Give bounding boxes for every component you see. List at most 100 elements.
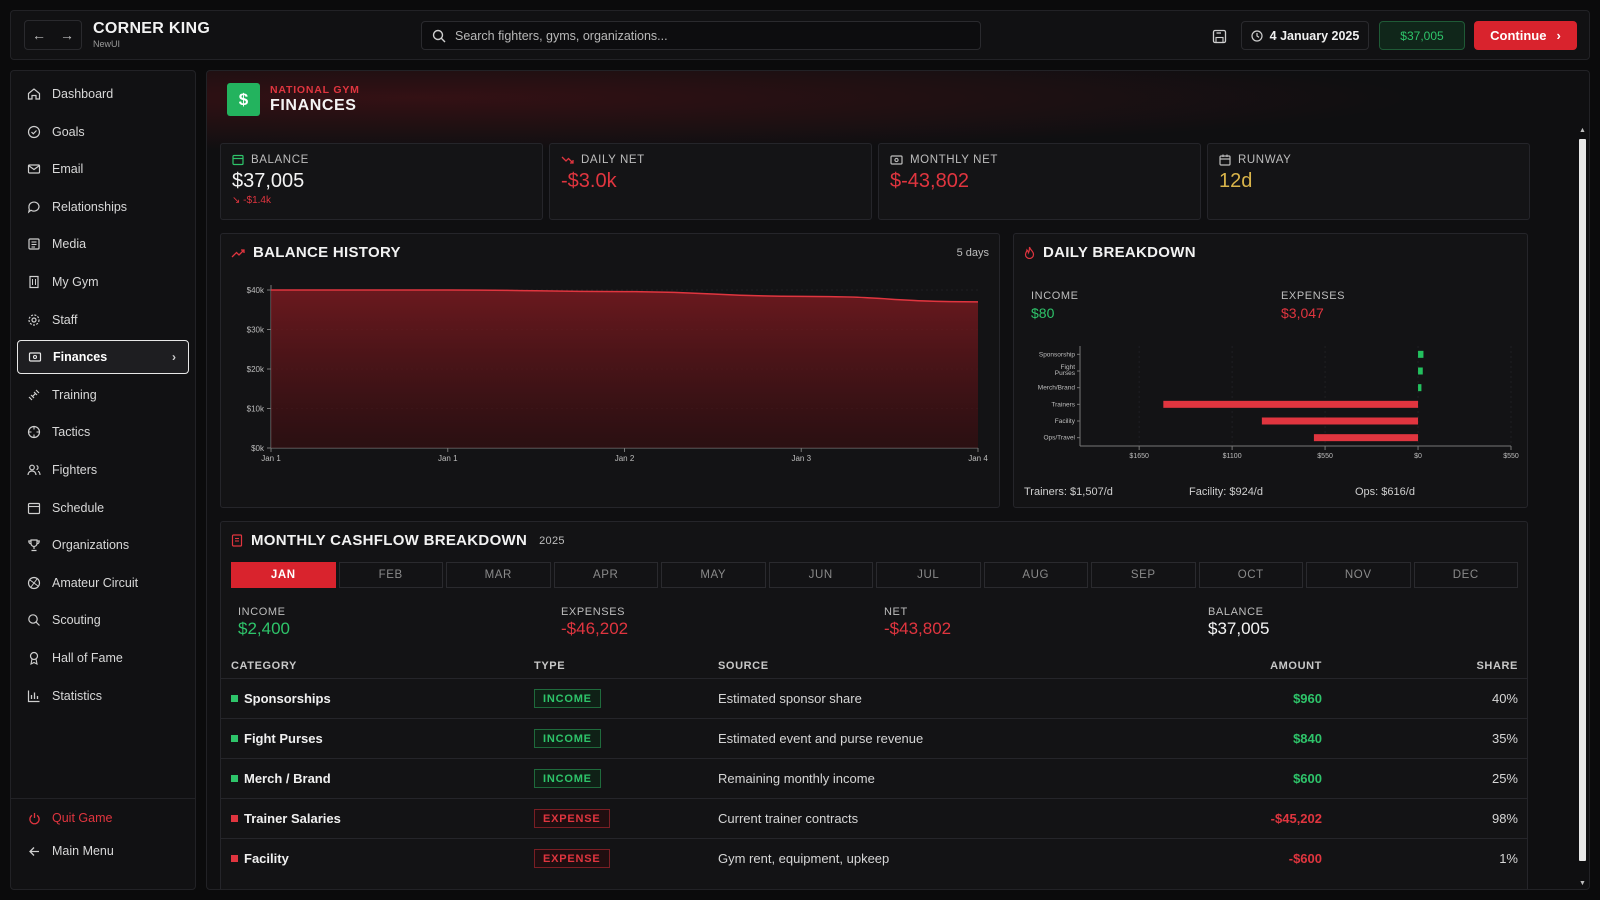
daily-net-value: -$3.0k (561, 170, 617, 192)
tab-jul[interactable]: JUL (876, 562, 981, 588)
sidebar-item-fighters[interactable]: Fighters (17, 453, 189, 487)
sidebar-item-tactics[interactable]: Tactics (17, 415, 189, 449)
category-cell: Fight Purses (231, 731, 323, 746)
sidebar: Dashboard Goals Email Relationships Media My … (10, 70, 196, 890)
month-income-value: $2,400 (238, 619, 290, 638)
tab-feb[interactable]: FEB (338, 562, 443, 588)
table-row[interactable]: Sponsorships INCOME Estimated sponsor shar… (221, 678, 1528, 718)
sidebar-item-dashboard[interactable]: Dashboard (17, 77, 189, 111)
banknote-icon (890, 155, 903, 165)
scroll-down-icon[interactable]: ▼ (1579, 880, 1586, 887)
dumbbell-icon (27, 388, 41, 402)
x-tick-label: Jan 3 (791, 454, 811, 463)
quit-game-button[interactable]: Quit Game (17, 801, 189, 835)
daily-breakdown-chart: $1650 $1100 $550 $0 $550 Sponsorship FightPurs… (1038, 346, 1519, 460)
sidebar-item-amateur-circuit[interactable]: Amateur Circuit (17, 566, 189, 600)
col-category: CATEGORY (231, 660, 297, 672)
daily-income-label: INCOME (1031, 290, 1079, 302)
balance-value: $37,005 (232, 170, 305, 192)
range-label: 5 days (956, 247, 989, 259)
sidebar-item-schedule[interactable]: Schedule (17, 491, 189, 525)
sidebar-item-label: Organizations (52, 538, 130, 553)
award-icon (27, 651, 41, 665)
sidebar-item-media[interactable]: Media (17, 227, 189, 261)
tab-aug[interactable]: AUG (983, 562, 1088, 588)
category-color-swatch (231, 775, 238, 782)
balance-badge: $37,005 (1379, 21, 1465, 50)
category-color-swatch (231, 815, 238, 822)
home-icon (27, 87, 41, 101)
main-menu-button[interactable]: Main Menu (17, 834, 189, 868)
main-scrollbar[interactable]: ▲ ▼ (1577, 127, 1587, 887)
search-input[interactable] (455, 28, 955, 43)
sidebar-item-finances[interactable]: Finances › (17, 340, 189, 375)
sidebar-item-relationships[interactable]: Relationships (17, 190, 189, 224)
daily-breakdown-panel: DAILY BREAKDOWN INCOME $80 EXPENSES $3,0… (1013, 233, 1528, 508)
y-tick-label: Sponsorship (1039, 351, 1076, 358)
building-icon (27, 275, 41, 289)
trainers-cost: Trainers: $1,507/d (1024, 486, 1113, 498)
receipt-icon (231, 534, 243, 547)
tab-jan[interactable]: JAN (231, 562, 336, 588)
save-button[interactable] (1208, 25, 1230, 47)
tab-may[interactable]: MAY (661, 562, 766, 588)
sidebar-item-training[interactable]: Training (17, 378, 189, 412)
runway-card: RUNWAY 12d (1207, 143, 1530, 220)
x-tick-label: Jan 1 (438, 454, 458, 463)
col-amount: AMOUNT (1270, 660, 1322, 672)
tab-apr[interactable]: APR (553, 562, 658, 588)
bar-facility (1261, 417, 1419, 425)
daily-net-card: DAILY NET -$3.0k (549, 143, 872, 220)
table-row[interactable]: Fight Purses INCOME Estimated event and pu… (221, 718, 1528, 758)
app-title: CORNER KING (93, 20, 211, 37)
type-badge: INCOME (534, 689, 601, 708)
wallet-icon (232, 154, 244, 166)
main-menu-label: Main Menu (52, 844, 114, 858)
sidebar-item-my-gym[interactable]: My Gym (17, 265, 189, 299)
table-row[interactable]: Trainer Salaries EXPENSE Current trainer c… (221, 798, 1528, 838)
money-text: $37,005 (1400, 28, 1444, 43)
amount-cell: -$600 (1288, 851, 1322, 866)
back-button[interactable]: ← (25, 21, 53, 49)
tab-mar[interactable]: MAR (446, 562, 551, 588)
ops-cost: Ops: $616/d (1355, 486, 1415, 498)
month-expenses-label: EXPENSES (561, 606, 626, 618)
sidebar-item-goals[interactable]: Goals (17, 115, 189, 149)
sidebar-item-staff[interactable]: Staff (17, 303, 189, 337)
y-tick-label: $30k (247, 326, 265, 335)
table-row[interactable]: Facility EXPENSE Gym rent, equipment, upke… (221, 838, 1528, 878)
scroll-up-icon[interactable]: ▲ (1579, 127, 1586, 134)
sidebar-item-hall-of-fame[interactable]: Hall of Fame (17, 641, 189, 675)
arrow-left-icon: ← (32, 27, 46, 43)
daily-expenses-label: EXPENSES (1281, 290, 1346, 302)
table-row[interactable]: Merch / Brand INCOME Remaining monthly inc… (221, 758, 1528, 798)
bar-sponsorship (1418, 350, 1424, 358)
month-expenses-value: -$46,202 (561, 619, 629, 638)
x-tick-label: $550 (1317, 453, 1333, 460)
tab-jun[interactable]: JUN (768, 562, 873, 588)
balance-card: BALANCE $37,005 ↘ -$1.4k (220, 143, 543, 220)
scroll-thumb[interactable] (1579, 139, 1586, 861)
arrow-right-icon: → (60, 27, 74, 43)
sidebar-item-label: Schedule (52, 500, 105, 515)
x-tick-label: $0 (1414, 453, 1422, 460)
sidebar-item-organizations[interactable]: Organizations (17, 528, 189, 562)
y-tick-label: Purses (1055, 370, 1076, 377)
balance-line (271, 289, 979, 303)
tab-nov[interactable]: NOV (1306, 562, 1411, 588)
tab-dec[interactable]: DEC (1413, 562, 1518, 588)
sidebar-divider (11, 798, 195, 799)
category-cell: Merch / Brand (231, 771, 331, 786)
bar-merch-brand (1418, 384, 1422, 392)
forward-button[interactable]: → (53, 21, 81, 49)
sidebar-item-scouting[interactable]: Scouting (17, 603, 189, 637)
arrow-left-icon (27, 844, 41, 858)
app-brand: CORNER KING NewUI (93, 20, 210, 49)
sidebar-item-statistics[interactable]: Statistics (17, 679, 189, 713)
tab-oct[interactable]: OCT (1198, 562, 1303, 588)
sidebar-item-email[interactable]: Email (17, 152, 189, 186)
runway-label: RUNWAY (1238, 154, 1292, 166)
users-icon (27, 463, 41, 477)
continue-button[interactable]: Continue › (1474, 21, 1577, 50)
tab-sep[interactable]: SEP (1091, 562, 1196, 588)
